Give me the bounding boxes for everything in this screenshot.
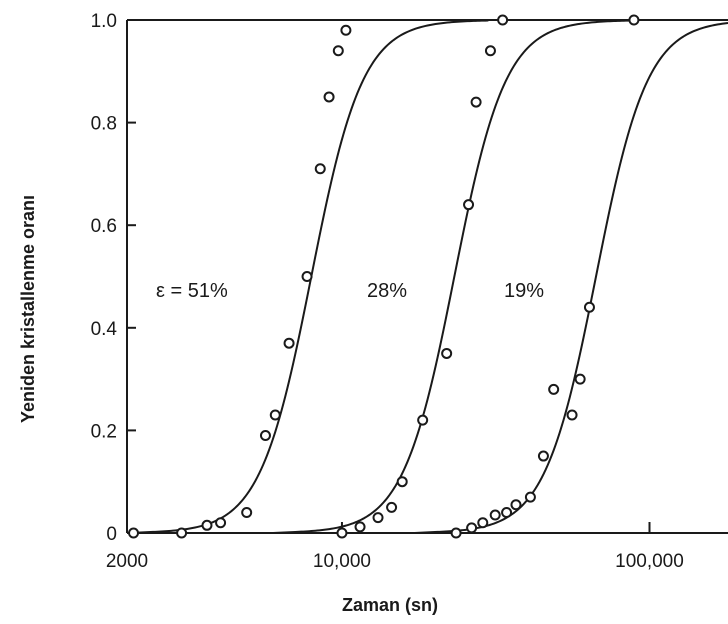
data-point	[215, 517, 227, 529]
data-point	[583, 301, 595, 313]
x-tick-label: 2000	[106, 551, 148, 572]
y-tick-label: 0.8	[91, 114, 117, 135]
data-point	[336, 527, 348, 539]
curve-series-2	[414, 21, 728, 534]
data-point	[484, 45, 496, 57]
x-axis-title: Zaman (sn)	[342, 595, 438, 615]
y-tick-label: 0	[106, 524, 117, 545]
axis-ticks	[126, 19, 651, 534]
data-point	[524, 491, 536, 503]
y-tick-label: 0.4	[91, 319, 118, 340]
data-point	[201, 519, 213, 531]
axes-frame	[126, 19, 728, 534]
data-point	[466, 522, 478, 534]
series-label-51: ε = 51%	[156, 280, 228, 302]
tick-labels: 0 0.2 0.4 0.6 0.8 1.0 2000 10,000 100,000	[91, 11, 684, 572]
data-point	[314, 163, 326, 175]
y-tick-label: 1.0	[91, 11, 117, 32]
series-label-19: 19%	[504, 280, 544, 302]
series-label-28: 28%	[367, 280, 407, 302]
y-axis-title: Yeniden kristallenme oranı	[18, 195, 38, 423]
data-point	[489, 509, 501, 521]
data-point	[450, 527, 462, 539]
fitted-curves	[129, 19, 728, 534]
data-point	[372, 512, 384, 524]
data-point	[510, 499, 522, 511]
data-point	[332, 45, 344, 57]
x-tick-label: 10,000	[313, 551, 371, 572]
data-point	[537, 450, 549, 462]
data-point	[128, 527, 140, 539]
data-point	[463, 199, 475, 211]
data-point	[477, 517, 489, 529]
data-point	[386, 501, 398, 513]
data-point	[628, 14, 640, 26]
x-tick-label: 100,000	[615, 551, 684, 572]
data-point	[574, 373, 586, 385]
curve-series-1	[273, 19, 633, 534]
data-point	[441, 347, 453, 359]
data-point	[269, 409, 281, 421]
data-point	[501, 506, 513, 518]
data-point	[417, 414, 429, 426]
data-point	[176, 527, 188, 539]
data-point	[497, 14, 509, 26]
data-point	[470, 96, 482, 108]
data-point	[340, 24, 352, 36]
data-point	[566, 409, 578, 421]
data-point	[548, 383, 560, 395]
data-point	[354, 521, 366, 533]
data-points	[128, 14, 640, 539]
data-point	[301, 271, 313, 282]
data-point	[323, 91, 335, 103]
data-point	[241, 506, 253, 518]
data-point	[283, 337, 295, 349]
data-point	[396, 476, 408, 488]
y-tick-label: 0.6	[91, 216, 117, 237]
data-point	[259, 430, 271, 442]
y-tick-label: 0.2	[91, 421, 117, 442]
